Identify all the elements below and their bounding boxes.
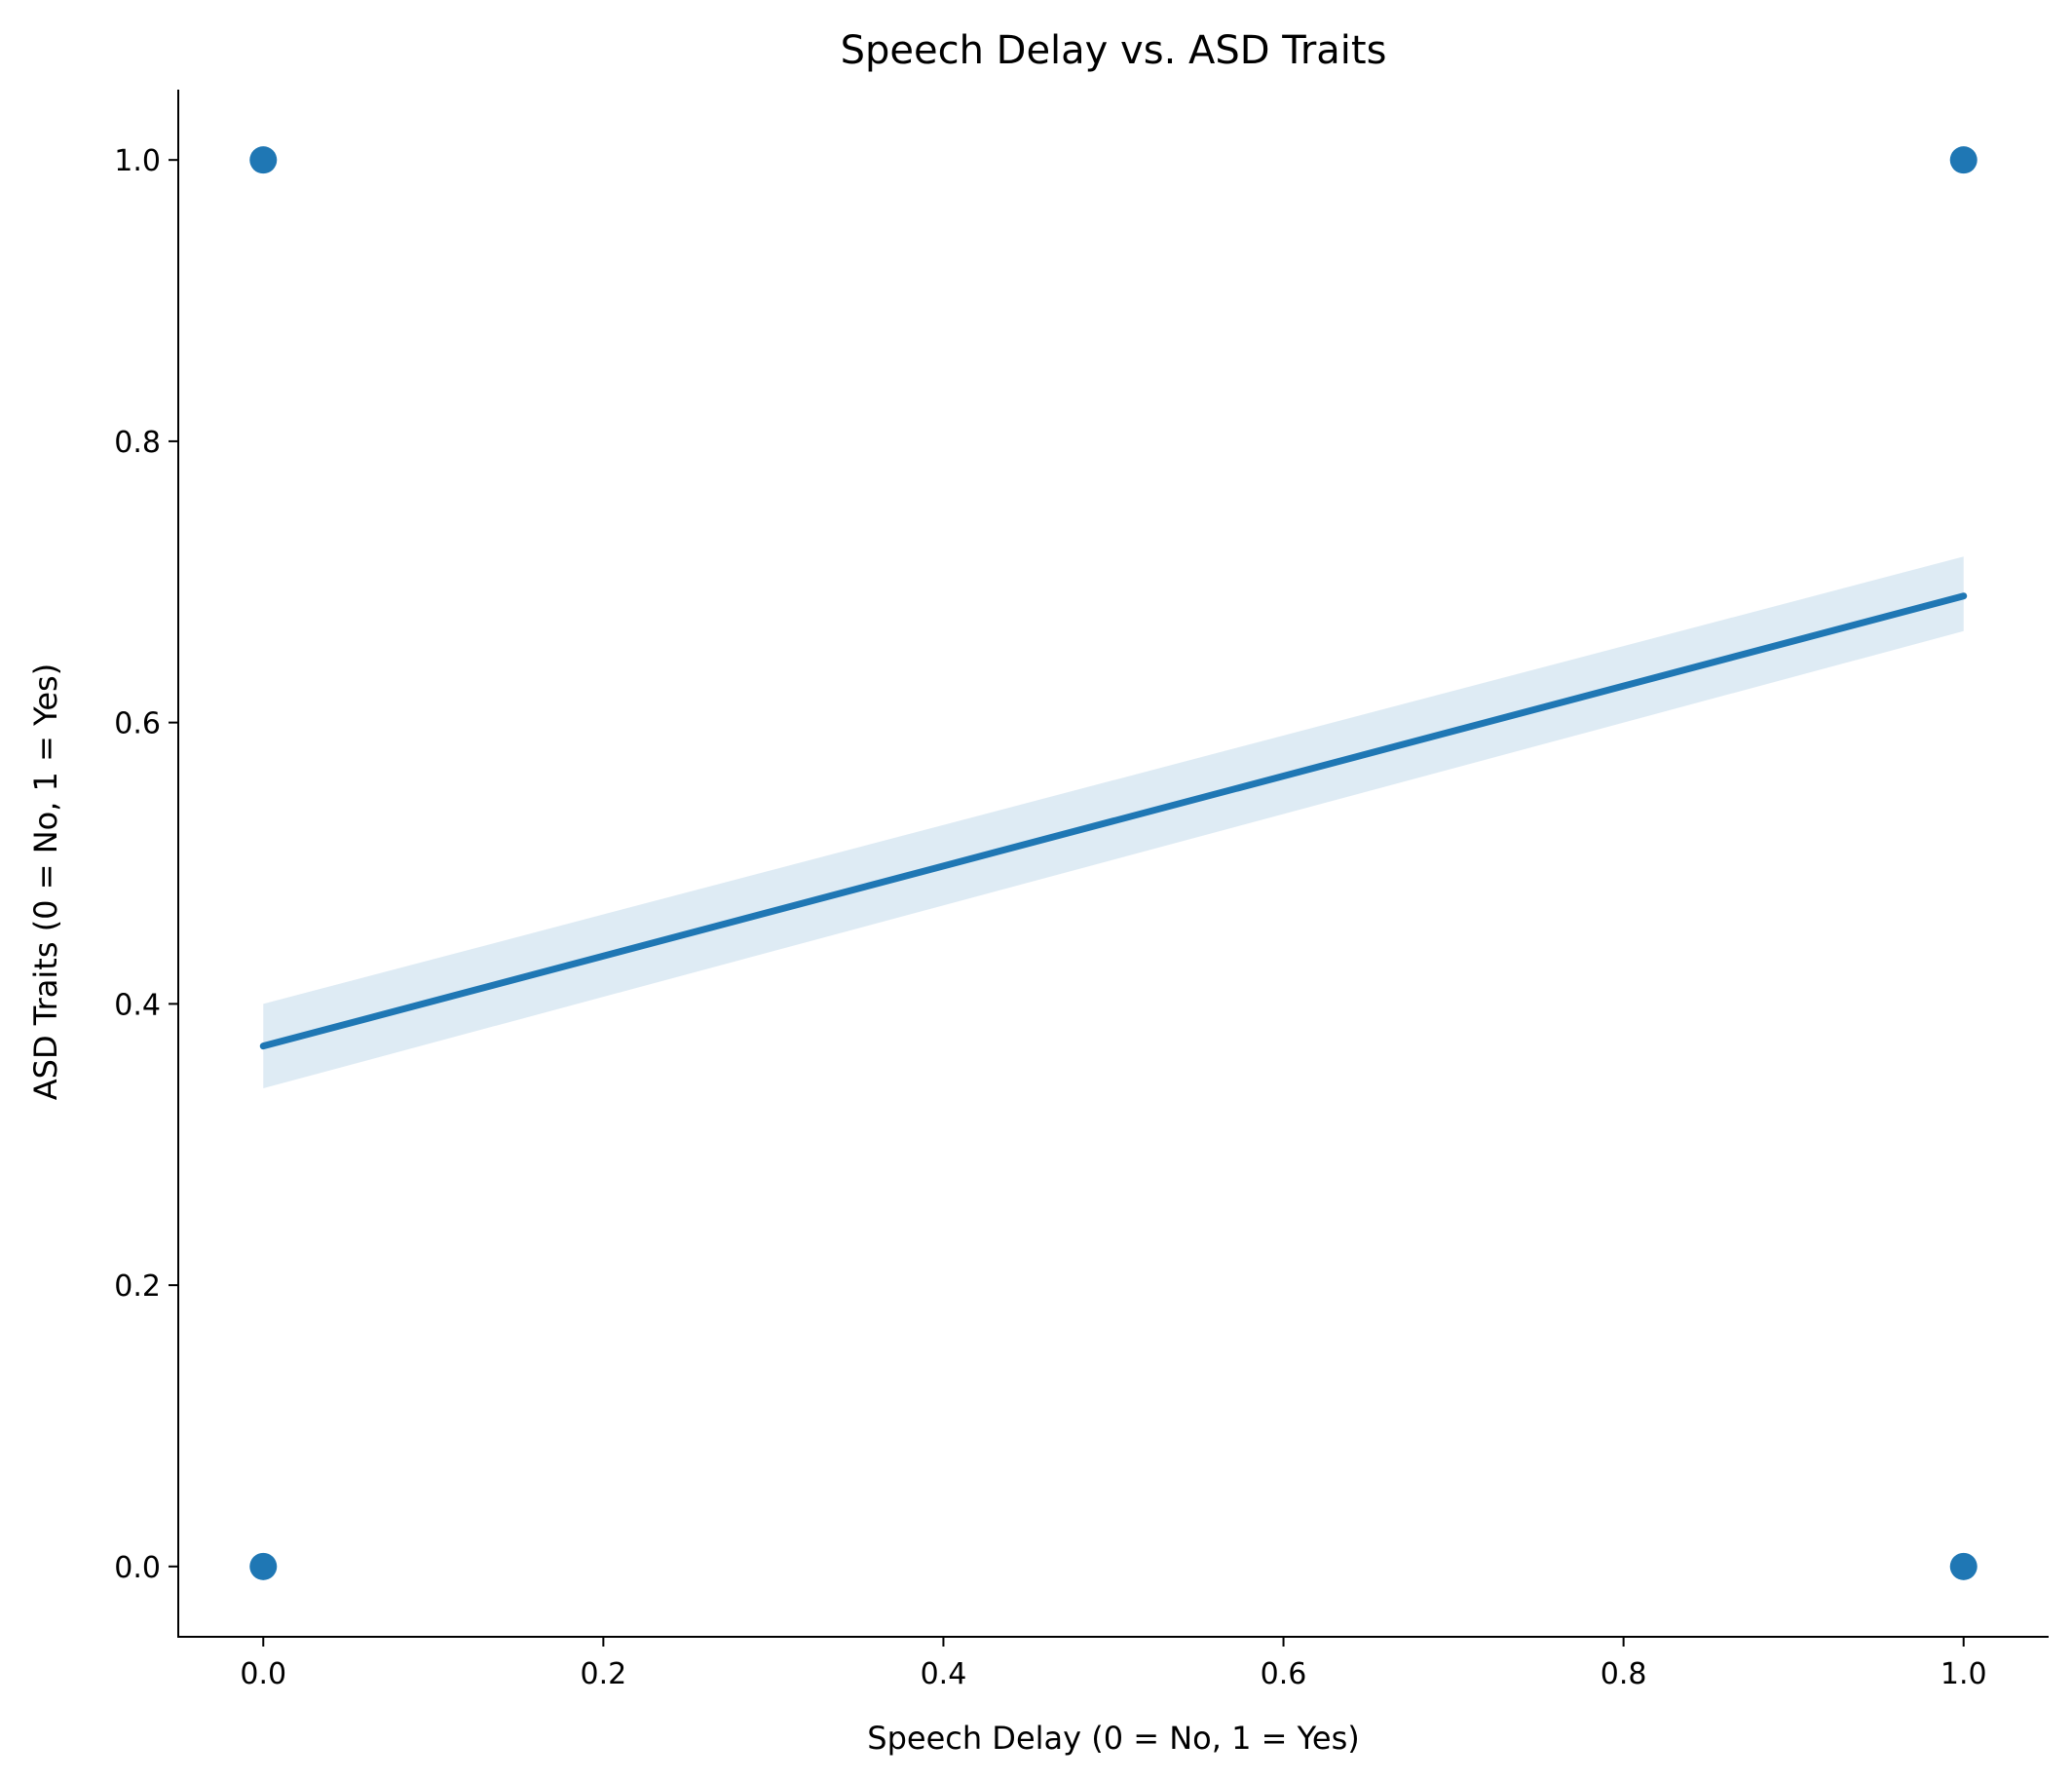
x-tick-label-2: 0.4	[921, 1657, 967, 1691]
x-tick-label-4: 0.8	[1601, 1657, 1647, 1691]
y-axis-title: ASD Traits (0 = No, 1 = Yes)	[27, 663, 64, 1100]
y-tick-label-2: 0.4	[114, 988, 161, 1022]
x-tick-label-1: 0.2	[581, 1657, 627, 1691]
data-point-0	[249, 146, 278, 174]
data-point-2	[249, 1552, 278, 1580]
y-tick-label-5: 1.0	[114, 144, 161, 178]
plot-area	[249, 146, 1978, 1580]
x-axis-title: Speech Delay (0 = No, 1 = Yes)	[867, 1720, 1360, 1757]
x-tick-label-3: 0.6	[1261, 1657, 1307, 1691]
y-tick-label-0: 0.0	[114, 1551, 161, 1585]
x-tick-label-5: 1.0	[1940, 1657, 1987, 1691]
y-tick-label-3: 0.6	[114, 707, 161, 741]
chart-title: Speech Delay vs. ASD Traits	[841, 28, 1387, 73]
x-axis-ticks: 0.0 0.2 0.4 0.6 0.8 1.0	[240, 1637, 1987, 1691]
y-tick-label-4: 0.8	[114, 426, 161, 460]
y-axis-ticks: 0.0 0.2 0.4 0.6 0.8 1.0	[114, 144, 178, 1585]
data-point-3	[1949, 1552, 1978, 1580]
y-tick-label-1: 0.2	[114, 1269, 161, 1304]
data-point-1	[1949, 146, 1978, 174]
x-tick-label-0: 0.0	[240, 1657, 286, 1691]
regression-line	[259, 592, 1968, 1050]
